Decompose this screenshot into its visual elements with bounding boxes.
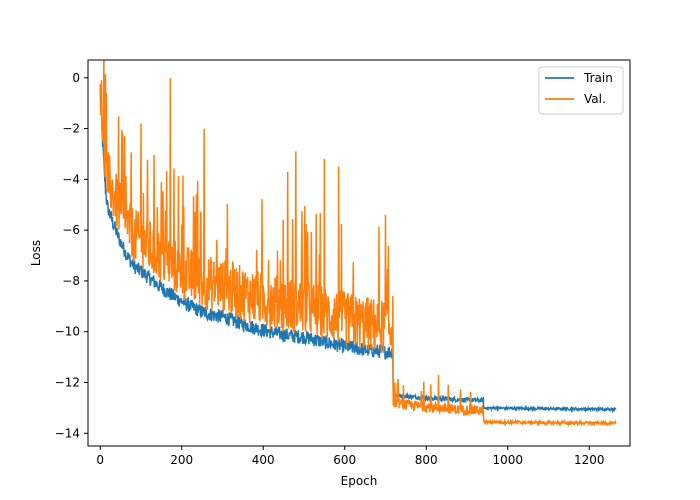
series-line-train <box>99 88 617 414</box>
y-tick-label: −12 <box>55 376 80 390</box>
y-axis-label: Loss <box>29 240 43 266</box>
y-axis-ticks: 0 −2 −4 −6 −8 −10 −12 −14 <box>55 71 88 440</box>
y-tick-label: 0 <box>72 71 80 85</box>
y-tick-label: −10 <box>55 325 80 339</box>
y-tick-label: −8 <box>62 274 80 288</box>
plot-area <box>87 59 631 447</box>
x-tick-label: 800 <box>415 453 438 467</box>
x-tick-label: 1200 <box>574 453 605 467</box>
y-tick-label: −4 <box>62 172 80 186</box>
x-tick-label: 600 <box>333 453 356 467</box>
series-line-val <box>99 60 617 428</box>
legend: Train Val. <box>538 66 624 115</box>
y-tick-label: −14 <box>55 426 80 440</box>
y-tick-label: −2 <box>62 122 80 136</box>
series-layer <box>99 60 617 428</box>
legend-label-train: Train <box>583 71 613 85</box>
x-tick-label: 400 <box>252 453 275 467</box>
x-tick-label: 1000 <box>492 453 523 467</box>
x-tick-label: 200 <box>170 453 193 467</box>
x-tick-label: 0 <box>96 453 104 467</box>
y-tick-label: −6 <box>62 223 80 237</box>
axes-frame <box>87 59 631 447</box>
legend-label-val: Val. <box>584 92 606 106</box>
x-axis-ticks: 0 200 400 600 800 1000 1200 <box>96 446 605 467</box>
x-axis-label: Epoch <box>341 474 378 488</box>
